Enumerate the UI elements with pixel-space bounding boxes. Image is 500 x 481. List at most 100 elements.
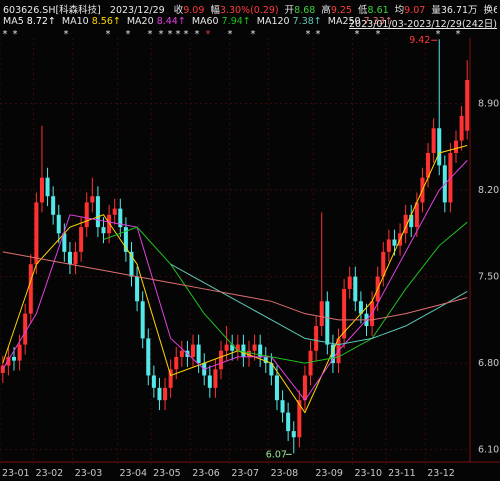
candle-body <box>135 276 140 302</box>
event-marker: * <box>228 29 233 40</box>
candle-body <box>157 387 162 401</box>
candle-body <box>151 375 156 388</box>
ma-line <box>2 251 468 321</box>
ma-line <box>2 160 468 402</box>
candle-body <box>123 227 128 252</box>
field-label: 量 <box>431 5 441 15</box>
candle-body <box>79 227 84 252</box>
legend-name: MA120 <box>256 16 290 27</box>
field-value: 8.68 <box>294 5 316 15</box>
candle-body <box>146 338 151 376</box>
candle-body <box>431 128 436 153</box>
quote-field: 量36.71万 <box>431 5 477 15</box>
candle-body <box>353 276 358 302</box>
y-tick-label: 8.90 <box>478 99 499 110</box>
candle-body <box>6 356 11 366</box>
stock-code: 603626.SH[科森科技] <box>3 5 101 15</box>
event-marker: * <box>436 29 441 40</box>
field-value: 9.25 <box>330 5 352 15</box>
candle-body <box>286 412 291 432</box>
legend-name: MA5 <box>3 16 24 27</box>
candle-body <box>168 369 173 388</box>
event-marker: * <box>316 29 321 40</box>
event-marker: * <box>251 29 256 40</box>
field-label: 开 <box>284 5 295 15</box>
quote-header: 603626.SH[科森科技] 2023/12/29 收9.09 幅3.30%(0… <box>3 2 497 15</box>
event-marker: * <box>206 29 211 40</box>
candle-body <box>386 239 391 252</box>
candle-body <box>347 276 352 289</box>
candle-body <box>95 196 100 228</box>
candle-body <box>453 140 459 153</box>
candle-body <box>118 208 123 228</box>
candle-body <box>426 152 431 178</box>
candle-body <box>403 214 408 234</box>
candle-body <box>414 202 419 228</box>
candle-body <box>465 80 470 131</box>
candle-body <box>342 288 347 339</box>
x-tick-label: 23-01 <box>2 468 30 479</box>
ma-line <box>103 221 468 364</box>
legend-items: MA5 8.72↑ MA10 8.56↑ MA20 8.44↑ MA60 7.94↑ M… <box>3 16 399 27</box>
quote-field: 低8.61 <box>358 5 389 15</box>
min-label: 6.07 <box>266 449 287 460</box>
legend-value: 7.38↑ <box>292 16 322 27</box>
candle-body <box>107 214 112 234</box>
x-tick-label: 23-12 <box>427 468 455 479</box>
legend-name: MA10 <box>61 16 89 27</box>
quote-field: 换6.62% <box>484 5 497 15</box>
candle-body <box>101 227 106 234</box>
legend-item: MA20 8.44↑ <box>127 16 186 27</box>
legend-item: MA60 7.94↑ <box>192 16 251 27</box>
quote-field: 高9.25 <box>321 5 352 15</box>
event-marker: * <box>126 29 131 40</box>
x-tick-label: 23-10 <box>355 468 383 479</box>
event-marker: * <box>64 29 69 40</box>
event-marker: * <box>456 29 461 40</box>
candle-body <box>263 356 268 364</box>
candle-body <box>67 251 72 265</box>
candle-body <box>84 202 89 228</box>
field-label: 换 <box>483 5 494 15</box>
field-value: 3.30%(0.29) <box>219 5 279 15</box>
candle-body <box>358 301 363 314</box>
candle-body <box>235 344 240 351</box>
x-tick-label: 23-08 <box>271 468 299 479</box>
candle-body <box>381 251 386 277</box>
y-tick-label: 6.10 <box>478 445 499 456</box>
x-tick-label: 23-09 <box>315 468 343 479</box>
candle-body <box>56 214 61 234</box>
x-tick-label: 23-06 <box>192 468 220 479</box>
candle-body <box>11 356 17 361</box>
candle-body <box>62 233 67 252</box>
y-tick-label: 6.80 <box>478 358 499 369</box>
date-range[interactable]: 2023/01/03-2023/12/29(242日) <box>349 19 497 29</box>
candle-body <box>258 344 263 357</box>
candle-body <box>246 350 252 357</box>
quote-field: 均9.07 <box>395 5 426 15</box>
max-label: 9.42 <box>409 35 430 46</box>
candle-body <box>51 196 56 215</box>
legend-name: MA250 <box>327 16 361 27</box>
candle-body <box>23 313 28 345</box>
quote-field: 收9.09 <box>174 5 205 15</box>
candle-body <box>314 326 319 351</box>
candle-body <box>207 375 212 388</box>
candle-body <box>90 196 95 203</box>
candle-body <box>319 301 324 327</box>
candle-body <box>218 350 224 370</box>
y-tick-label: 7.50 <box>478 272 499 283</box>
candle-body <box>39 177 44 203</box>
event-marker: * <box>168 29 173 40</box>
x-tick-label: 23-07 <box>231 468 259 479</box>
event-marker: * <box>376 29 381 40</box>
event-marker: * <box>159 29 164 40</box>
field-value: 9.07 <box>404 5 426 15</box>
candle-body <box>269 363 274 376</box>
legend-item: MA250 7.33↑ <box>328 16 393 27</box>
x-tick-label: 23-04 <box>120 468 148 479</box>
candle-body <box>140 301 145 339</box>
field-label: 收 <box>173 5 184 15</box>
candle-body <box>459 115 464 141</box>
